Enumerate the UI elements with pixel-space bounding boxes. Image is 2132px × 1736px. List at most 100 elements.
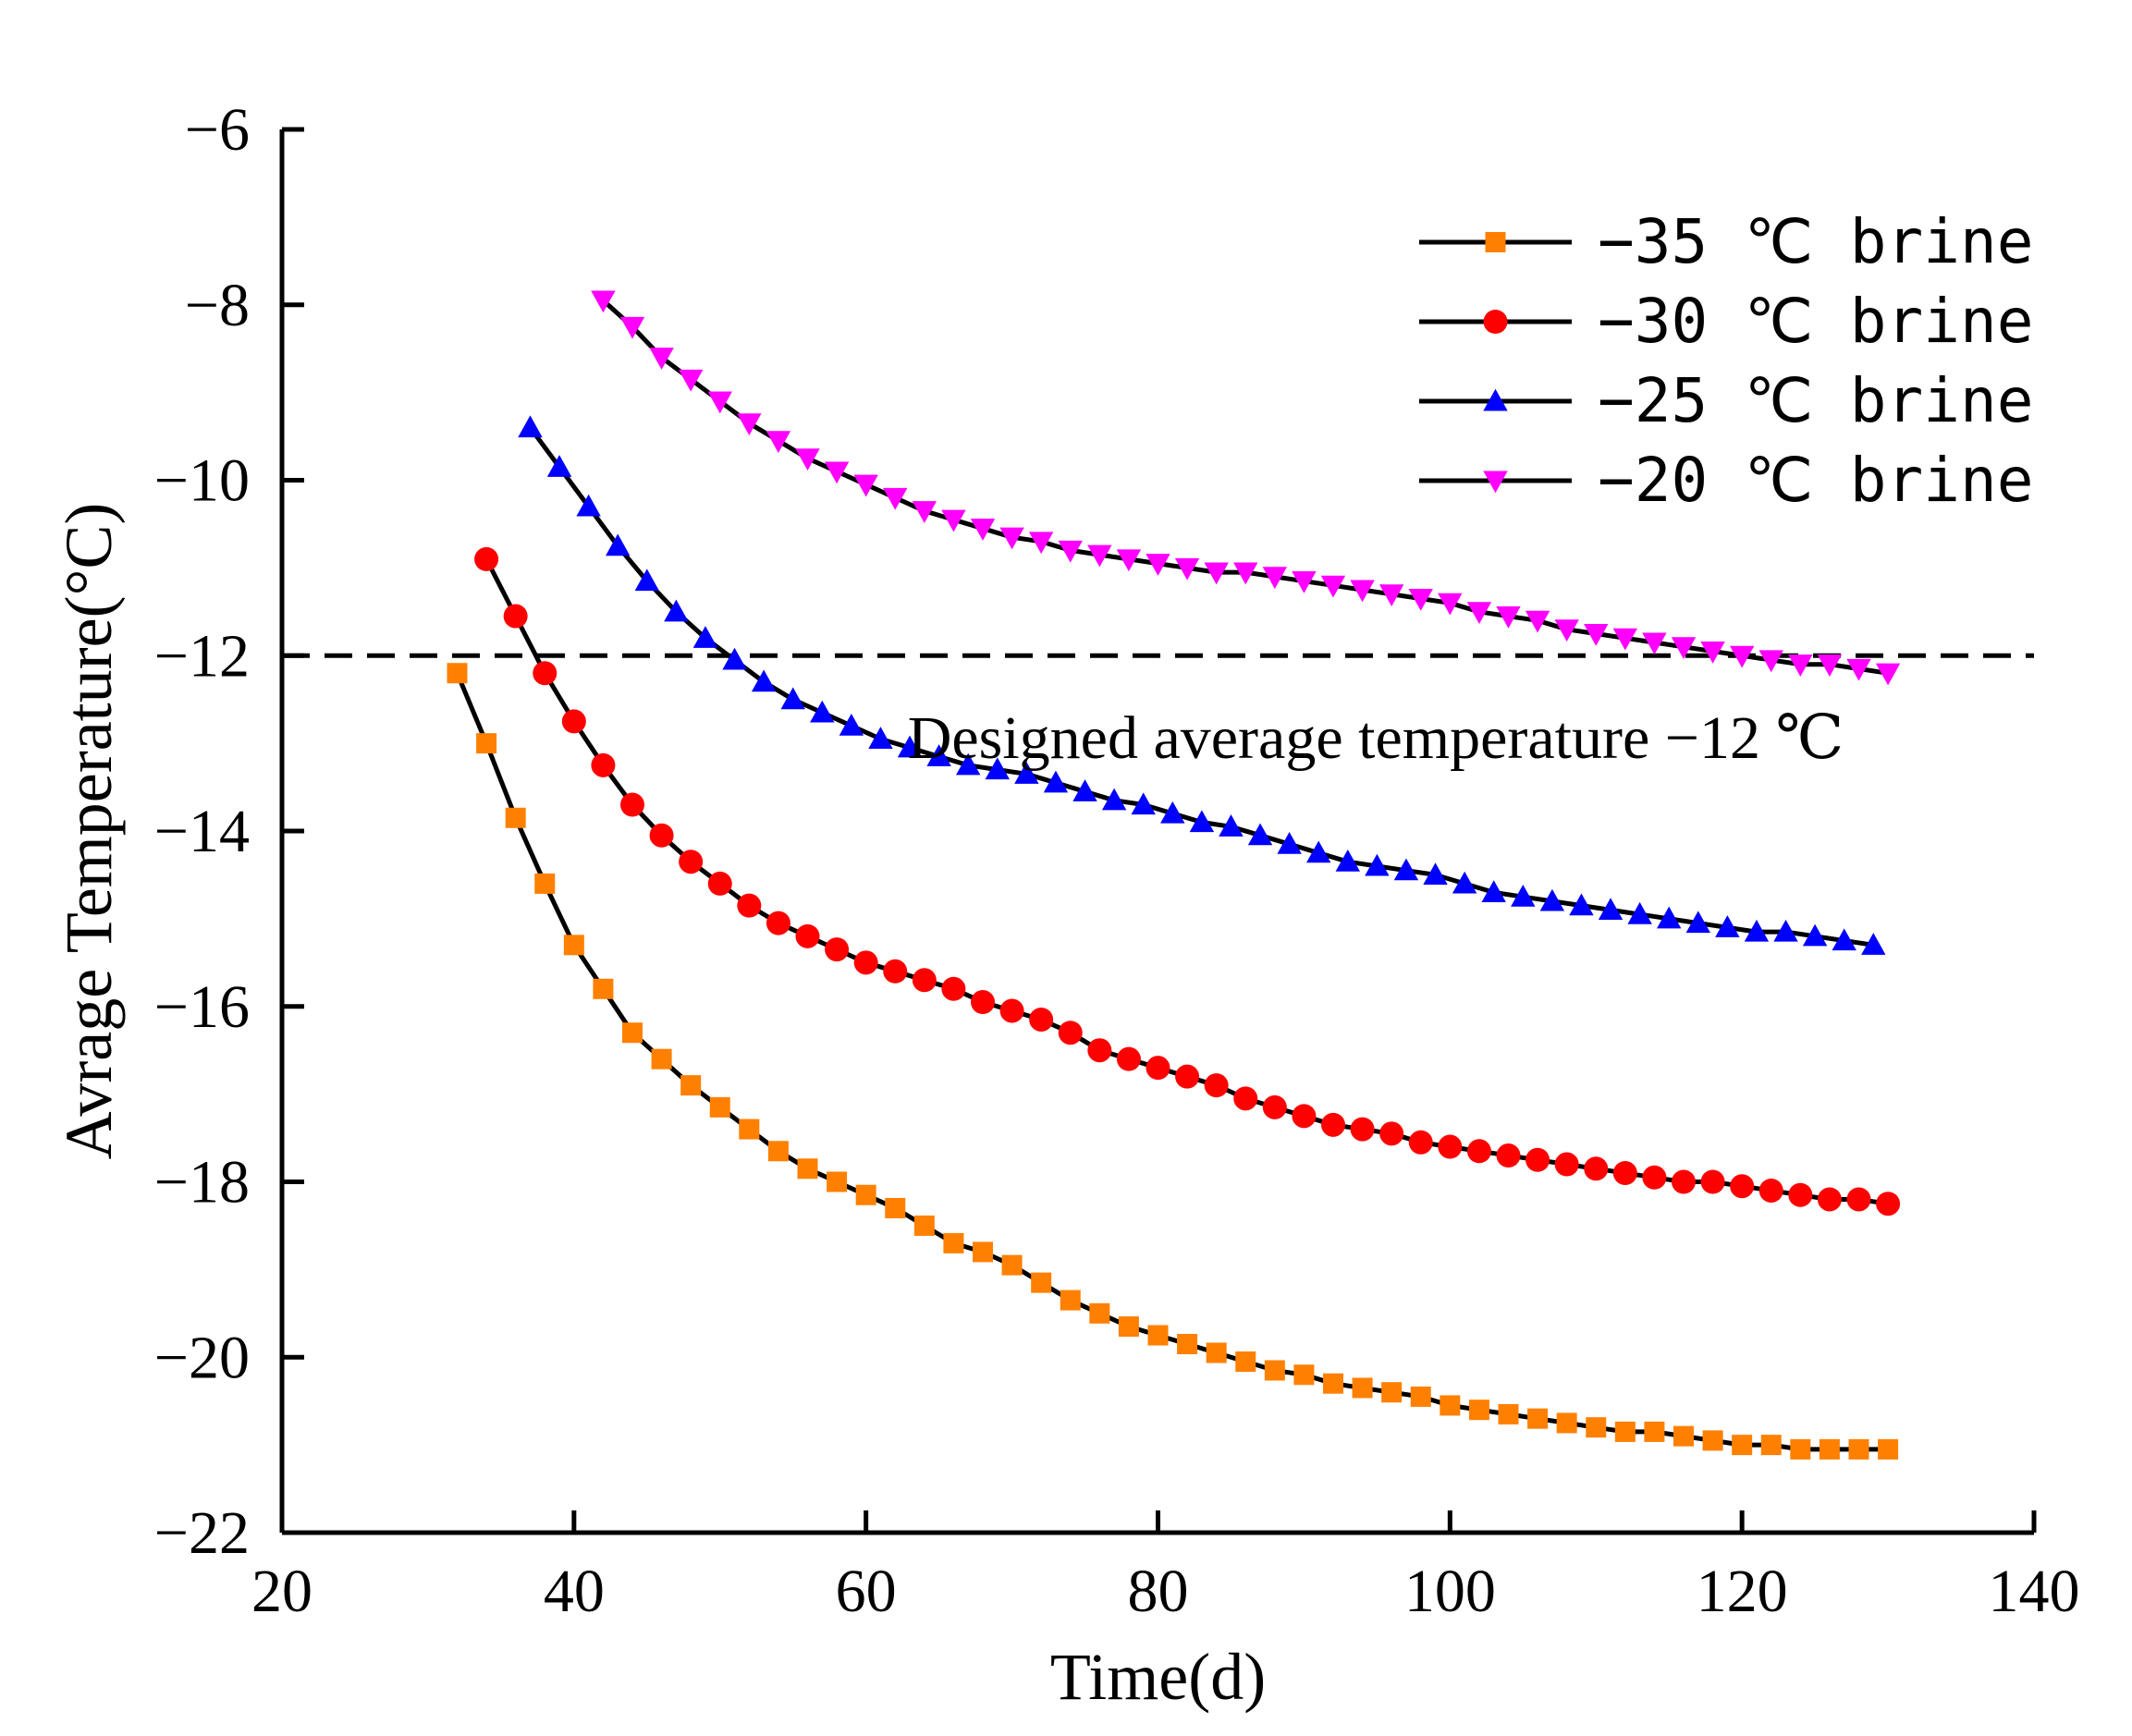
data-point (971, 990, 995, 1015)
data-point (1118, 1316, 1139, 1338)
legend-label: −25 ℃ brine (1598, 365, 2033, 436)
x-tick-label: 140 (1989, 1558, 2080, 1625)
data-point (474, 546, 499, 571)
data-point (1292, 1104, 1317, 1129)
data-point (1644, 1421, 1665, 1442)
data-point (737, 893, 762, 918)
data-point (1612, 628, 1638, 651)
data-point (825, 937, 850, 962)
data-point (766, 431, 791, 454)
data-point (1525, 1147, 1550, 1172)
data-point (855, 1184, 876, 1205)
series-group (447, 290, 1901, 1460)
legend-entry: −25 ℃ brine (1419, 365, 2033, 436)
legend-marker (1485, 232, 1506, 252)
data-point (1539, 888, 1565, 911)
data-point (1116, 549, 1142, 572)
data-point (1378, 584, 1404, 607)
data-point (680, 1075, 702, 1096)
data-point (853, 950, 878, 975)
data-point (839, 713, 864, 736)
data-point (1174, 557, 1200, 581)
x-tick-label: 100 (1404, 1558, 1496, 1625)
y-tick-label: −14 (154, 798, 250, 865)
data-point (1758, 1178, 1783, 1203)
data-point (1700, 1169, 1725, 1194)
legend-entry: −30 ℃ brine (1419, 286, 2033, 357)
data-point (1247, 823, 1273, 846)
data-point (1177, 1334, 1198, 1355)
legend-entry: −20 ℃ brine (1419, 445, 2033, 516)
data-point (533, 661, 558, 686)
data-point (883, 959, 908, 984)
data-point (1744, 919, 1770, 942)
data-point (1584, 623, 1609, 646)
data-point (1146, 1056, 1170, 1081)
y-tick-label: −10 (154, 447, 250, 515)
data-point (505, 807, 526, 828)
data-point (1043, 770, 1069, 793)
data-point (1352, 1377, 1373, 1399)
data-point (1556, 1412, 1577, 1434)
data-point (1846, 658, 1871, 681)
data-point (751, 669, 777, 692)
data-point (1365, 853, 1390, 876)
data-point (1468, 1400, 1489, 1421)
data-point (1408, 1130, 1433, 1155)
data-point (926, 744, 951, 766)
data-point (1206, 1342, 1227, 1363)
data-point (1204, 1073, 1229, 1098)
data-point (1511, 884, 1536, 907)
data-point (591, 752, 616, 777)
data-point (824, 461, 850, 484)
data-point (1001, 1254, 1023, 1276)
data-point (1598, 898, 1624, 920)
series-2 (474, 546, 1901, 1216)
data-point (1031, 1272, 1052, 1293)
data-point (1293, 1364, 1315, 1386)
data-point (941, 976, 966, 1001)
data-point (1732, 1435, 1753, 1456)
data-point (985, 757, 1010, 780)
data-point (1554, 1152, 1579, 1177)
data-point (1878, 1438, 1899, 1460)
data-point (678, 369, 704, 392)
data-point (1058, 540, 1083, 563)
data-point (1381, 1382, 1403, 1403)
data-point (1262, 567, 1288, 590)
data-point (707, 871, 732, 896)
x-tick-label: 120 (1697, 1558, 1788, 1625)
data-point (853, 474, 878, 497)
data-point (1642, 632, 1667, 655)
data-point (1642, 1165, 1667, 1190)
axes: 20 40 60 80 100 120 140 −22 −20 −18 −16 −14 −12 −10 −8… (154, 96, 2080, 1625)
y-tick-label: −20 (154, 1324, 250, 1391)
data-point (649, 348, 674, 370)
data-point (1584, 1156, 1609, 1181)
series-4 (591, 290, 1901, 686)
data-point (1466, 602, 1492, 625)
data-point (707, 391, 732, 414)
data-point (546, 455, 572, 477)
data-point (999, 998, 1024, 1023)
data-point (1788, 654, 1813, 677)
data-point (1554, 619, 1579, 642)
data-point (1219, 814, 1244, 837)
data-point (739, 1119, 760, 1140)
data-point (1627, 901, 1652, 924)
data-point (692, 626, 718, 648)
x-tick-label: 20 (251, 1558, 312, 1625)
data-point (1146, 554, 1170, 576)
data-point (1323, 1373, 1343, 1394)
data-point (1175, 1064, 1200, 1089)
data-point (1466, 1139, 1491, 1164)
data-point (737, 413, 762, 436)
data-point (1131, 792, 1156, 815)
data-point (664, 599, 689, 622)
data-point (606, 533, 631, 556)
data-point (1014, 762, 1039, 784)
data-point (1685, 911, 1710, 934)
x-axis-title: Time(d) (1050, 1640, 1266, 1714)
data-point (1335, 850, 1360, 872)
data-point (1320, 575, 1346, 598)
